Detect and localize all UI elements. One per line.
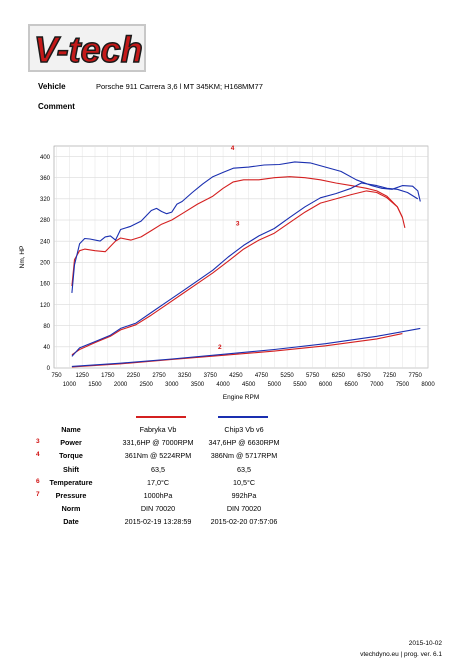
row-label: Name (61, 425, 81, 434)
x-tick-label: 2500 (140, 382, 154, 388)
row-value-fabryka: DIN 70020 (140, 504, 176, 514)
y-tick-label: 320 (40, 197, 51, 203)
vehicle-label: Vehicle (38, 82, 66, 91)
series-line-torque-0 (71, 176, 406, 287)
row-marker: 3 (36, 438, 40, 446)
row-value-fabryka: 361Nm @ 5224RPM (124, 451, 192, 461)
y-tick-label: 400 (40, 155, 51, 161)
row-label: Shift (63, 464, 79, 474)
row-value-chip3: Chip3 Vb v6 (224, 425, 264, 434)
x-tick-label: 7250 (383, 373, 397, 379)
row-value-chip3: 347,6HP @ 6630RPM (208, 438, 280, 448)
x-tick-label: 3000 (165, 382, 179, 388)
chart-axis-labels: 0 40 80 120 160 200 240 280 320 360 400 750 1250 1750… (19, 155, 435, 401)
x-tick-label: 2250 (127, 373, 141, 379)
series-line-torque-1 (71, 161, 421, 293)
x-tick-label: 6500 (344, 382, 358, 388)
x-tick-label: 5250 (280, 373, 294, 379)
vehicle-value: Porsche 911 Carrera 3,6 l MT 345KM; H168… (96, 82, 263, 91)
row-value-fabryka: Fabryka Vb (139, 425, 177, 434)
x-tick-label: 5000 (268, 382, 282, 388)
x-tick-label: 3750 (204, 373, 218, 379)
logo-text: V-tech (34, 29, 143, 70)
plot-frame (53, 145, 429, 369)
y-axis-title: Nm, HP (19, 246, 26, 269)
y-tick-label: 200 (40, 260, 51, 266)
row-value-fabryka: 2015-02-19 13:28:59 (124, 517, 192, 527)
row-value-fabryka: 63,5 (151, 464, 165, 474)
logo-graphic: V-tech (28, 24, 146, 72)
x-tick-label: 3250 (178, 373, 192, 379)
footer-date: 2015-10-02 (408, 640, 442, 647)
series-line-power-2 (71, 190, 403, 356)
series-line-loss-4 (71, 333, 403, 368)
chart-grid (53, 145, 429, 369)
row-label: Temperature (49, 477, 93, 487)
y-tick-label: 120 (40, 303, 51, 309)
y-tick-label: 240 (40, 239, 51, 245)
x-tick-label: 3500 (191, 382, 205, 388)
x-tick-label: 8000 (421, 382, 435, 388)
series-line-loss-5 (71, 327, 421, 367)
y-tick-label: 160 (40, 282, 51, 288)
chart-annotation: 4 (231, 145, 235, 152)
x-tick-label: 7750 (409, 373, 423, 379)
x-tick-label: 1750 (101, 373, 115, 379)
row-value-chip3: 386Nm @ 5717RPM (210, 451, 278, 461)
row-marker: 7 (36, 491, 40, 498)
x-tick-label: 1500 (88, 382, 102, 388)
x-tick-label: 2000 (114, 382, 128, 388)
x-tick-label: 750 (52, 373, 63, 379)
dyno-chart: 0 40 80 120 160 200 240 280 320 360 400 750 1250 1750… (19, 145, 435, 401)
chart-annotations: 4 3 2 (218, 145, 240, 351)
y-tick-label: 360 (40, 176, 51, 182)
y-tick-label: 0 (47, 366, 51, 372)
comment-label: Comment (38, 102, 75, 111)
x-tick-label: 5750 (306, 373, 320, 379)
x-tick-label: 4500 (242, 382, 256, 388)
row-label: Torque (59, 451, 83, 461)
row-value-chip3: 992hPa (231, 491, 257, 500)
row-value-chip3: 2015-02-20 07:57:06 (210, 517, 278, 527)
row-label: Pressure (55, 491, 87, 500)
series-line-power-3 (71, 182, 419, 357)
row-label: Power (60, 438, 82, 448)
y-tick-label: 80 (43, 324, 50, 330)
x-tick-label: 6750 (357, 373, 371, 379)
chart-annotation: 3 (236, 220, 240, 227)
x-tick-label: 7500 (396, 382, 410, 388)
row-marker: 6 (36, 477, 40, 485)
row-value-fabryka: 17,0°C (146, 477, 170, 487)
chart-curves (71, 161, 421, 368)
y-tick-label: 280 (40, 218, 51, 224)
x-tick-label: 6250 (332, 373, 346, 379)
row-value-fabryka: 331,6HP @ 7000RPM (122, 438, 194, 448)
row-label: Norm (61, 504, 81, 514)
x-tick-label: 4250 (229, 373, 243, 379)
row-value-chip3: DIN 70020 (226, 504, 262, 514)
y-tick-label: 40 (43, 345, 50, 351)
x-tick-label: 1000 (63, 382, 77, 388)
row-value-chip3: 63,5 (237, 464, 251, 474)
x-tick-label: 4750 (255, 373, 269, 379)
x-tick-label: 6000 (319, 382, 333, 388)
x-tick-label: 7000 (370, 382, 384, 388)
row-value-chip3: 10,5°C (232, 477, 256, 487)
x-tick-label: 4000 (216, 382, 230, 388)
chart-annotation: 2 (218, 344, 222, 351)
x-tick-label: 2750 (152, 373, 166, 379)
footer-info: vtechdyno.eu | prog. ver. 6.1 (360, 651, 442, 658)
x-axis-title: Engine RPM (223, 394, 260, 401)
x-tick-label: 1250 (75, 373, 89, 379)
row-label: Date (63, 517, 79, 527)
row-value-fabryka: 1000hPa (143, 491, 173, 500)
row-marker: 4 (36, 451, 40, 459)
vtech-logo: V-tech (26, 22, 148, 74)
legend (136, 416, 268, 418)
x-tick-label: 5500 (293, 382, 307, 388)
